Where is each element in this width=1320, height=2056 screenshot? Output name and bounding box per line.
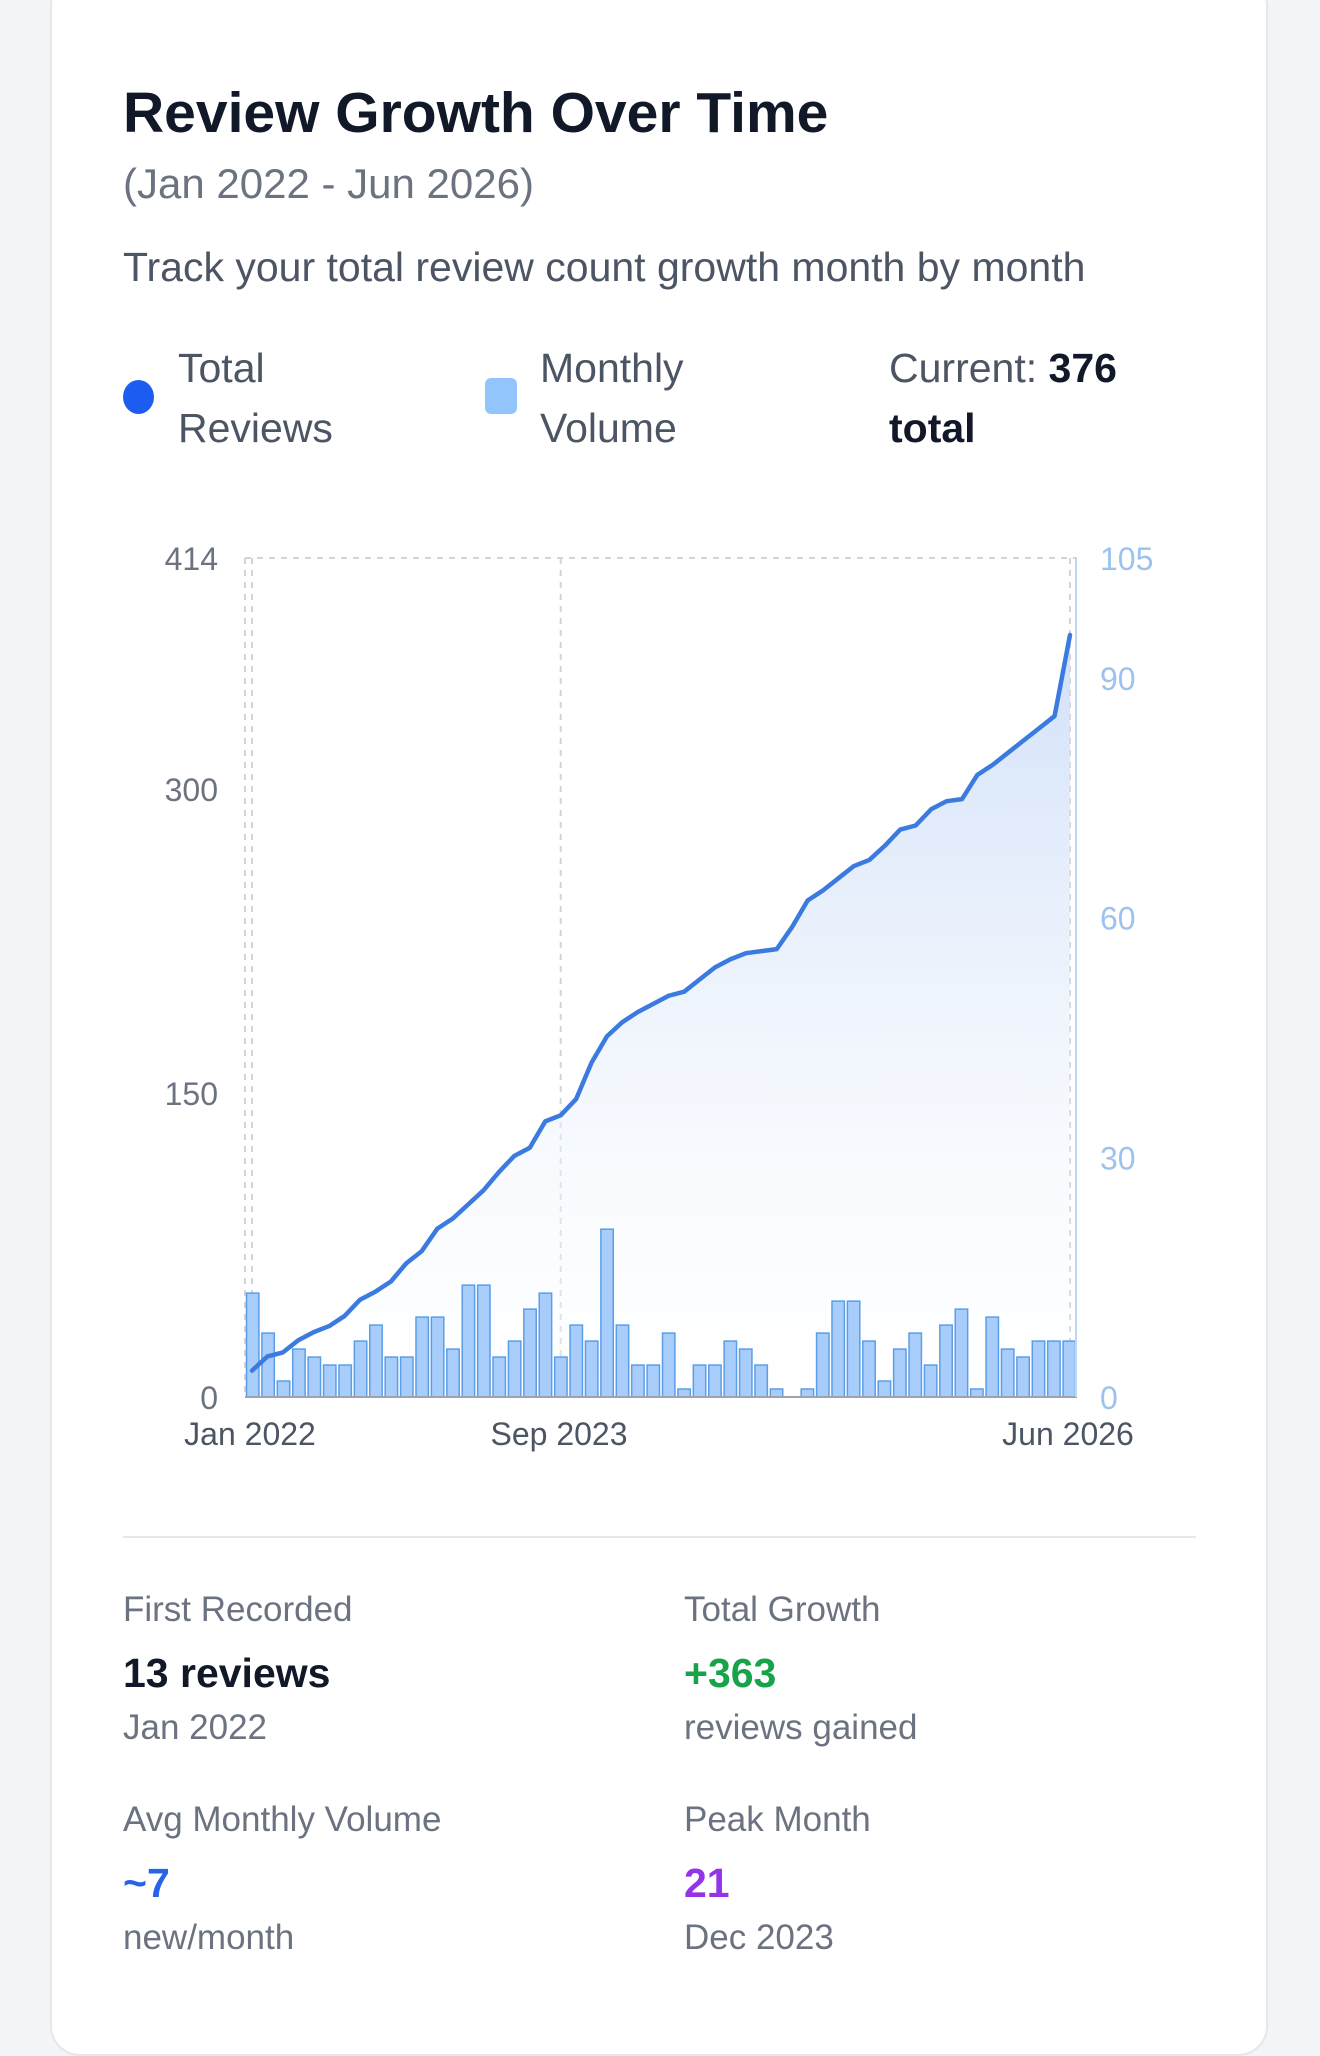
left-axis-tick-label: 150 [165,1076,218,1112]
volume-bar [754,1364,769,1398]
volume-bar [954,1308,969,1398]
peak-month-value: 21 [684,1860,730,1906]
volume-bar [415,1316,430,1398]
total-reviews-area [252,635,1070,1397]
chart-axes: 0 150 300 414 0 30 60 90 105 Jan 2022 Sep 2023 Jun … [165,541,1154,1452]
card-description: Track your total review count growth mon… [123,244,1086,290]
volume-bar [769,1388,784,1398]
volume-bar [738,1348,753,1398]
chart-area [252,635,1070,1397]
right-axis-tick-label: 30 [1100,1140,1136,1176]
volume-bar [892,1348,907,1398]
peak-month-date: Dec 2023 [684,1918,834,1957]
volume-bar [677,1388,692,1398]
total-reviews-line [249,632,1073,1373]
legend-monthly-volume[interactable]: Monthly Volume [540,345,684,451]
current-total: Current: 376 total [889,338,1189,458]
monthly-volume-bars [245,1228,1077,1398]
total-reviews-legend-dot-icon [123,380,154,414]
avg-volume-sub: new/month [123,1918,295,1957]
volume-bar [661,1332,676,1398]
volume-bar [399,1356,414,1398]
total-reviews-line-path [249,632,1073,1373]
legend-total-reviews[interactable]: Total Reviews [178,345,333,451]
first-recorded-label: First Recorded [123,1590,353,1629]
x-axis-tick-label: Jan 2022 [184,1416,316,1452]
volume-bar [353,1340,368,1398]
volume-bar [569,1324,584,1398]
right-axis-tick-label: 60 [1100,901,1136,937]
volume-bar [322,1364,337,1398]
right-axis-tick-label: 90 [1100,661,1136,697]
right-axis-tick-label: 0 [1100,1380,1118,1416]
review-growth-chart[interactable]: 0 150 300 414 0 30 60 90 105 Jan 2022 Sep 2023 Jun … [0,0,1320,1500]
volume-bar [877,1380,892,1398]
volume-bar [831,1300,846,1398]
left-axis-tick-label: 414 [165,541,218,577]
left-axis-tick-label: 0 [200,1380,218,1416]
volume-bar [939,1324,953,1398]
volume-bar [261,1332,276,1398]
right-axis-tick-label: 105 [1100,541,1153,577]
volume-bar [384,1356,399,1398]
volume-bar [1031,1340,1046,1398]
volume-bar [923,1364,938,1398]
volume-bar [476,1284,491,1398]
volume-bar [1016,1356,1031,1398]
volume-bar [584,1340,599,1398]
volume-bar [446,1348,460,1398]
volume-bar [1046,1340,1061,1398]
volume-bar [630,1364,645,1398]
volume-bar [1062,1340,1077,1398]
avg-volume-value: ~7 [123,1860,170,1906]
volume-bar [523,1308,537,1398]
volume-bar [862,1340,876,1398]
first-recorded-value: 13 reviews [123,1650,331,1696]
volume-bar [969,1388,984,1398]
volume-bar [800,1388,815,1398]
volume-bar [600,1228,615,1398]
total-growth-value: +363 [684,1650,777,1696]
volume-bar [985,1316,1000,1398]
x-axis-tick-label: Jun 2026 [1002,1416,1134,1452]
date-range-subtitle: (Jan 2022 - Jun 2026) [123,160,534,207]
volume-bar [846,1300,861,1398]
volume-bar [615,1324,630,1398]
volume-bar [492,1356,507,1398]
current-total-value: 376 total [889,345,1117,451]
volume-bar [461,1284,476,1398]
card-title: Review Growth Over Time [123,81,829,145]
total-growth-sub: reviews gained [684,1708,918,1747]
avg-volume-label: Avg Monthly Volume [123,1800,442,1839]
volume-bar [1000,1348,1015,1398]
volume-bar [430,1316,445,1398]
volume-bar [245,1292,260,1398]
first-recorded-date: Jan 2022 [123,1708,268,1747]
volume-bar [369,1324,383,1398]
current-total-prefix: Current: [889,345,1038,391]
volume-bar [291,1348,306,1398]
volume-bar [276,1380,291,1398]
monthly-volume-legend-square-icon [485,378,517,414]
volume-bar [723,1340,738,1398]
volume-bar [908,1332,923,1398]
total-growth-label: Total Growth [684,1590,881,1629]
x-axis-tick-label: Sep 2023 [490,1416,627,1452]
peak-month-label: Peak Month [684,1800,871,1839]
left-axis-tick-label: 300 [165,772,218,808]
volume-bar [507,1340,522,1398]
volume-bar [338,1364,353,1398]
volume-bar [553,1356,568,1398]
volume-bar [815,1332,830,1398]
volume-bar [646,1364,661,1398]
volume-bar [692,1364,707,1398]
volume-bar [707,1364,722,1398]
volume-bar [307,1356,322,1398]
volume-bar [538,1292,553,1398]
section-divider [123,1536,1196,1538]
